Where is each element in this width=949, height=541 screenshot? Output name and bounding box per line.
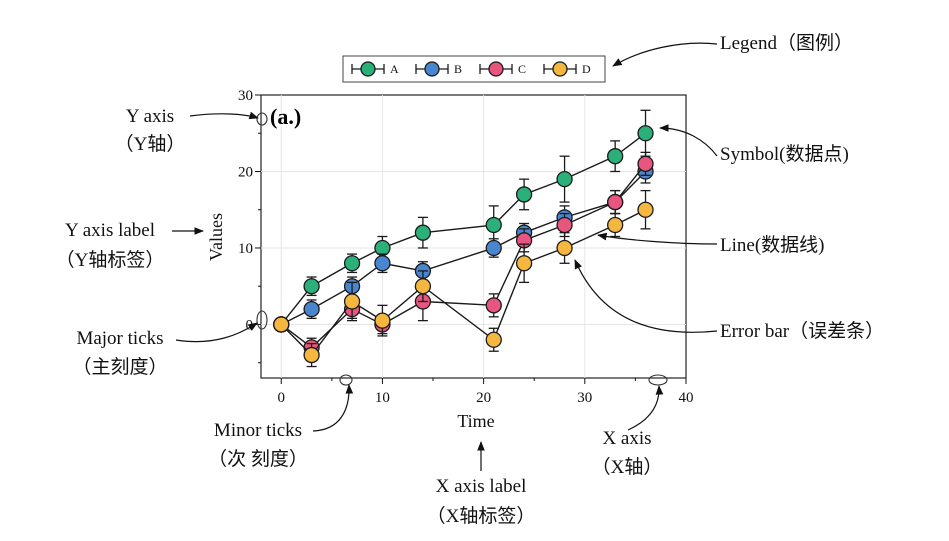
legend-label-B: B [454,62,462,76]
data-point [556,216,573,234]
x-tick-label: 40 [679,390,694,406]
major-ticks-annotation-line2: （主刻度） [72,356,167,378]
x-axis-annotation-line1: X axis [602,428,651,449]
x-axis-end-ring [648,374,668,386]
legend-marker-C [488,61,504,77]
legend-arrow [612,42,718,67]
data-point [485,297,502,314]
legend-marker-B [424,61,440,77]
data-point [374,239,391,257]
data-point [414,278,432,295]
data-point [374,312,391,329]
data-point [515,186,533,203]
series-line-B [280,170,647,326]
panel-label: (a.) [270,104,301,129]
data-point [607,148,624,165]
error-bar-annotation: Error bar（误差条） [720,320,884,342]
data-point [637,201,654,218]
x-tick-label: 10 [375,390,390,406]
y-axis-annotation-line2: （Y轴） [115,133,186,155]
symbol-annotation: Symbol(数据点) [720,143,849,165]
x-tick-label: 0 [277,390,285,406]
legend-label-C: C [518,62,526,76]
data-point [485,216,502,234]
line-annotation: Line(数据线) [720,234,824,256]
data-point [374,255,391,272]
line-arrow [597,232,718,245]
legend-annotation: Legend（图例） [720,32,853,54]
y-tick-label: 20 [238,164,253,180]
data-point [303,301,320,318]
y-axis-arrow [189,111,259,120]
tick-labels: 0 10 20 30 40 0 10 20 30 [238,88,694,406]
series-D [273,189,654,368]
major-ticks-annotation-line1: Major ticks [76,328,163,349]
y-axis-title: Values [206,213,226,261]
data-point [343,255,361,272]
y-tick-label: 0 [246,317,254,333]
data-point [485,239,502,257]
data-point [303,346,320,364]
x-axis-title: Time [457,411,494,431]
y-tick-label: 10 [238,241,253,257]
data-point [303,278,320,295]
data-point [637,155,654,172]
data-point [607,193,624,211]
data-series [273,109,654,368]
minor-ticks-annotation-line2: （次 刻度） [208,448,308,470]
y-axis-label-annotation-line2: （Y轴标签） [56,249,165,271]
y-tick-label: 30 [238,88,253,104]
legend-label-A: A [390,62,399,76]
legend: A B C D [342,55,606,83]
data-point [414,224,432,241]
legend-marker-D [552,61,568,77]
series-line-D [280,209,646,357]
x-axis-annotation-line2: （X轴） [592,456,663,478]
minor-ticks-annotation-line1: Minor ticks [214,420,302,441]
y-axis-annotation-line1: Y axis [126,106,174,127]
major-tick-ring [256,310,268,330]
major-ticks-arrow [175,322,258,343]
x-axis-label-annotation-line2: （X轴标签） [427,505,536,527]
x-axis-label-annotation-line1: X axis label [436,476,527,497]
data-point [607,216,624,234]
error-bar-arrow [574,259,718,333]
x-axis-arrow [627,385,664,431]
x-tick-label: 20 [476,390,491,406]
series-line-A [280,132,646,325]
symbol-arrow [659,124,718,157]
axis-ticks [255,94,687,384]
x-tick-label: 30 [577,390,592,406]
legend-marker-A [360,61,376,77]
data-point [637,125,654,142]
data-point [556,239,573,257]
y-axis-label-annotation-line1: Y axis label [65,220,155,241]
legend-label-D: D [582,62,591,76]
data-point [556,170,573,188]
data-point [343,293,361,310]
minor-ticks-arrow [312,384,354,432]
data-point [515,255,533,272]
data-point [485,331,502,348]
data-point [273,316,290,333]
